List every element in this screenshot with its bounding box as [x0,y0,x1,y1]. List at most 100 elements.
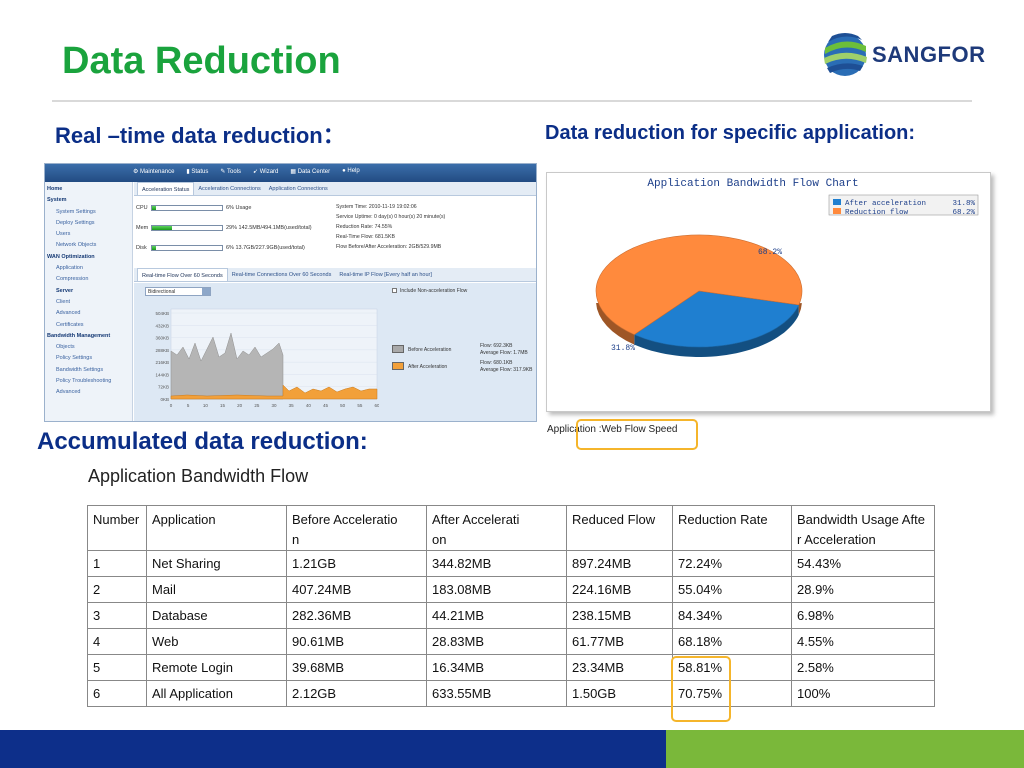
sidebar-item-client[interactable]: Client [56,298,71,305]
sidebar-item-bandwidth-settings[interactable]: Bandwidth Settings [56,366,104,373]
column-header-line: Before Acceleratio [292,512,398,527]
x-tick-label: 20 [237,403,243,408]
sidebar-item-objects[interactable]: Objects [56,344,75,351]
sidebar-item-deploy-settings[interactable]: Deploy Settings [56,219,95,226]
sidebar-item-advanced[interactable]: Advanced [56,389,81,396]
column-header-line: on [432,532,447,547]
table-cell: 407.24MB [286,576,427,603]
table-cell: 238.15MB [566,602,673,629]
sidebar-item-system[interactable]: System [47,197,67,204]
sidebar-item-certificates[interactable]: Certificates [56,321,84,328]
tab-realtime-ip-flow[interactable]: Real-time IP Flow [Every half an hour] [339,272,432,278]
y-tick-label: 360KB [155,336,169,341]
title-divider [52,100,972,102]
realtime-tabs: Real-time Flow Over 60 Seconds Real-time… [134,268,536,282]
sidebar-item-users[interactable]: Users [56,231,71,238]
sidebar-item-policy-settings[interactable]: Policy Settings [56,355,93,362]
column-header: Before Acceleratio n [286,505,427,551]
legend-before-label: Before Acceleration [408,347,452,353]
legend-after-label: After Acceleration [408,364,448,370]
table-cell: 58.81% [672,654,792,681]
direction-select[interactable]: Bidirectional [145,287,211,296]
pie-legend-label: Reduction flow [845,209,909,217]
tab-acceleration-connections[interactable]: Acceleration Connections [198,186,261,192]
legend-after-flow: Flow: 680.1KB [480,360,513,366]
table-cell: 633.55MB [426,680,567,707]
menu-data-center[interactable]: ▦ Data Center [290,169,331,175]
before-acceleration-area [170,332,284,400]
menu-status[interactable]: ▮ Status [186,169,209,175]
table-cell: Remote Login [146,654,287,681]
footer-bar-blue [0,730,666,768]
sidebar-item-policy-troubleshooting[interactable]: Policy Troubleshooting [56,378,112,385]
tab-realtime-flow[interactable]: Real-time Flow Over 60 Seconds [137,268,228,281]
realtime-flow-chart: 504KB 432KB 360KB 288KB 216KB 144KB 72KB 0KB 0 5… [155,308,379,408]
table-cell: Web [146,628,287,655]
table-cell: 2.12GB [286,680,427,707]
table-cell: 90.61MB [286,628,427,655]
menu-maintenance[interactable]: ⚙ Maintenance [133,169,175,175]
menu-help[interactable]: ● Help [342,168,360,174]
legend-before-average: Average Flow: 1.7MB [480,350,528,356]
cpu-usage-bar [151,205,223,211]
table-cell: 23.34MB [566,654,673,681]
pie-legend-label: After acceleration [845,200,926,208]
table-cell: 1.21GB [286,550,427,577]
tab-application-connections[interactable]: Application Connections [268,186,328,192]
x-tick-label: 10 [203,403,209,408]
table-cell: 44.21MB [426,602,567,629]
logo-text: SANGFOR [872,42,986,67]
legend-after-average: Average Flow: 317.9KB [480,367,533,373]
menu-tools[interactable]: ✎ Tools [220,169,241,175]
column-header: Bandwidth Usage Afte r Acceleration [791,505,935,551]
table-row: 4 Web 90.61MB 28.83MB 61.77MB 68.18% 4.55% [87,628,935,655]
highlight-web-caption [576,419,698,450]
heading-realtime: Real –time data reduction： [55,123,345,148]
sidebar-item-wan-optimization[interactable]: WAN Optimization [47,253,95,260]
table-cell: 344.82MB [426,550,567,577]
tab-acceleration-status[interactable]: Acceleration Status [137,182,195,195]
table-cell: 1.50GB [566,680,673,707]
y-tick-label: 72KB [158,385,169,390]
column-header-line: Bandwidth Usage Afte [797,512,925,527]
table-cell: 4 [87,628,147,655]
sidebar-item-home[interactable]: Home [47,186,63,192]
include-non-acceleration-checkbox[interactable]: Include Non-acceleration Flow [392,288,467,294]
pie-chart-panel: Application Bandwidth Flow Chart 31.8% 68… [546,172,991,412]
x-tick-label: 35 [289,403,295,408]
column-header: Number [87,505,147,551]
heading-accumulated: Accumulated data reduction: [37,428,368,455]
table-cell: 5 [87,654,147,681]
table-cell: 6 [87,680,147,707]
table-row: 5 Remote Login 39.68MB 16.34MB 23.34MB 58.81%… [87,654,935,681]
table-title: Application Bandwidth Flow [88,466,309,486]
table-cell: 2.58% [791,654,935,681]
table-cell: 61.77MB [566,628,673,655]
column-header: Reduced Flow [566,505,673,551]
sidebar-item-network-objects[interactable]: Network Objects [56,242,97,249]
y-tick-label: 432KB [155,323,169,328]
table-cell: 4.55% [791,628,935,655]
pie-legend-value: 68.2% [952,209,975,217]
menu-wizard[interactable]: ➹ Wizard [253,169,279,175]
sidebar-item-server[interactable]: Server [56,287,74,294]
tab-realtime-connections[interactable]: Real-time Connections Over 60 Seconds [231,272,332,278]
legend-after-swatch [392,362,404,370]
sidebar-item-system-settings[interactable]: System Settings [56,208,96,215]
table-cell: 55.04% [672,576,792,603]
table-cell: Mail [146,576,287,603]
sidebar-item-compression[interactable]: Compression [56,276,89,283]
column-header: Application [146,505,287,551]
sidebar-item-advanced[interactable]: Advanced [56,310,81,317]
x-tick-label: 0 [170,403,173,408]
table-cell: 68.18% [672,628,792,655]
table-cell: All Application [146,680,287,707]
sidebar-item-bandwidth-management[interactable]: Bandwidth Management [47,332,111,339]
sidebar-item-application[interactable]: Application [56,265,83,272]
y-tick-label: 504KB [155,311,169,316]
column-header-line: Reduction Rate [678,512,768,527]
x-tick-label: 40 [306,403,312,408]
table-row: 3 Database 282.36MB 44.21MB 238.15MB 84.34% 6.… [87,602,935,629]
pie-caption: Application :Web Flow Speed [547,424,678,435]
